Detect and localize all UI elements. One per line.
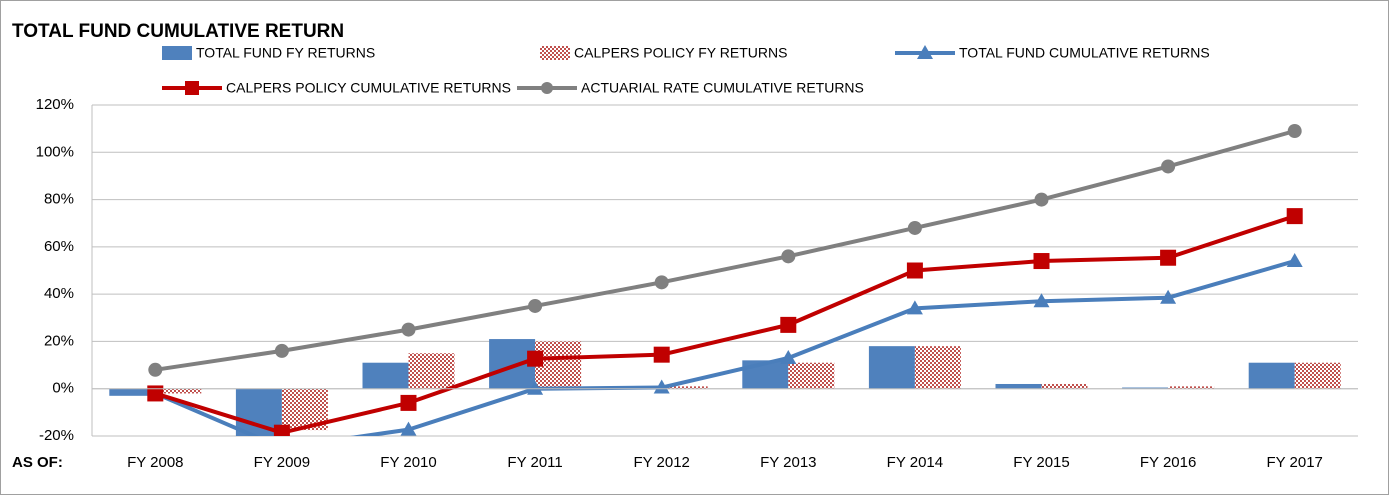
bar <box>109 388 156 396</box>
marker <box>906 262 923 279</box>
marker <box>1033 293 1050 308</box>
line <box>154 214 1296 435</box>
marker <box>780 316 797 333</box>
y-tick-label: 80% <box>44 191 74 208</box>
marker <box>781 249 796 264</box>
marker <box>1160 289 1177 304</box>
marker <box>273 424 290 436</box>
bar <box>661 386 708 389</box>
x-tick-label: FY 2013 <box>760 454 816 471</box>
marker <box>1286 208 1303 225</box>
legend-label: TOTAL FUND FY RETURNS <box>196 45 375 61</box>
marker <box>1160 249 1177 266</box>
marker <box>1287 124 1302 139</box>
bar <box>1122 387 1169 389</box>
marker <box>400 421 417 436</box>
marker <box>1034 192 1049 207</box>
x-tick-label: FY 2017 <box>1266 454 1322 471</box>
legend-swatch <box>162 46 192 60</box>
line <box>154 259 1296 436</box>
marker <box>780 349 797 364</box>
legend-label: ACTUARIAL RATE CUMULATIVE RETURNS <box>581 80 864 96</box>
bar <box>1168 386 1215 389</box>
bar <box>1041 383 1088 389</box>
legend-label: TOTAL FUND CUMULATIVE RETURNS <box>959 45 1210 61</box>
y-tick-label: -20% <box>39 427 74 444</box>
legend-marker <box>185 81 199 95</box>
marker <box>147 385 164 402</box>
x-axis-label: AS OF: <box>12 454 63 471</box>
bar <box>788 362 835 389</box>
marker <box>527 350 544 367</box>
y-tick-label: 20% <box>44 332 74 349</box>
y-tick-label: 0% <box>52 380 74 397</box>
legend-swatch <box>540 46 570 60</box>
y-tick-label: 120% <box>36 96 74 113</box>
bar <box>868 346 915 389</box>
x-tick-label: FY 2014 <box>887 454 943 471</box>
bar <box>1248 362 1295 389</box>
marker <box>274 343 289 358</box>
marker <box>653 379 670 394</box>
y-tick-label: 100% <box>36 143 74 160</box>
x-tick-label: FY 2012 <box>633 454 689 471</box>
marker <box>400 394 417 411</box>
bar <box>1294 362 1341 389</box>
marker <box>907 220 922 235</box>
marker <box>528 298 543 313</box>
x-tick-label: FY 2011 <box>507 454 562 471</box>
bar <box>362 362 409 389</box>
marker <box>654 275 669 290</box>
y-tick-label: 40% <box>44 285 74 302</box>
chart-title: TOTAL FUND CUMULATIVE RETURN <box>12 21 344 42</box>
bar <box>408 353 455 389</box>
marker <box>906 300 923 315</box>
marker <box>1286 253 1303 268</box>
legend-label: CALPERS POLICY CUMULATIVE RETURNS <box>226 80 511 96</box>
line <box>155 129 1296 372</box>
x-tick-label: FY 2010 <box>380 454 436 471</box>
x-tick-label: FY 2008 <box>127 454 183 471</box>
marker <box>527 380 544 395</box>
x-tick-label: FY 2009 <box>254 454 310 471</box>
x-tick-label: FY 2016 <box>1140 454 1196 471</box>
legend-marker <box>541 82 553 94</box>
bar <box>995 383 1042 389</box>
bar <box>914 346 961 389</box>
legend-marker <box>917 45 933 59</box>
legend-label: CALPERS POLICY FY RETURNS <box>574 45 787 61</box>
marker <box>1161 159 1176 174</box>
marker <box>148 362 163 377</box>
marker <box>653 346 670 363</box>
x-tick-label: FY 2015 <box>1013 454 1069 471</box>
bar <box>155 388 202 394</box>
marker <box>1033 253 1050 270</box>
marker <box>401 322 416 337</box>
y-tick-label: 60% <box>44 238 74 255</box>
